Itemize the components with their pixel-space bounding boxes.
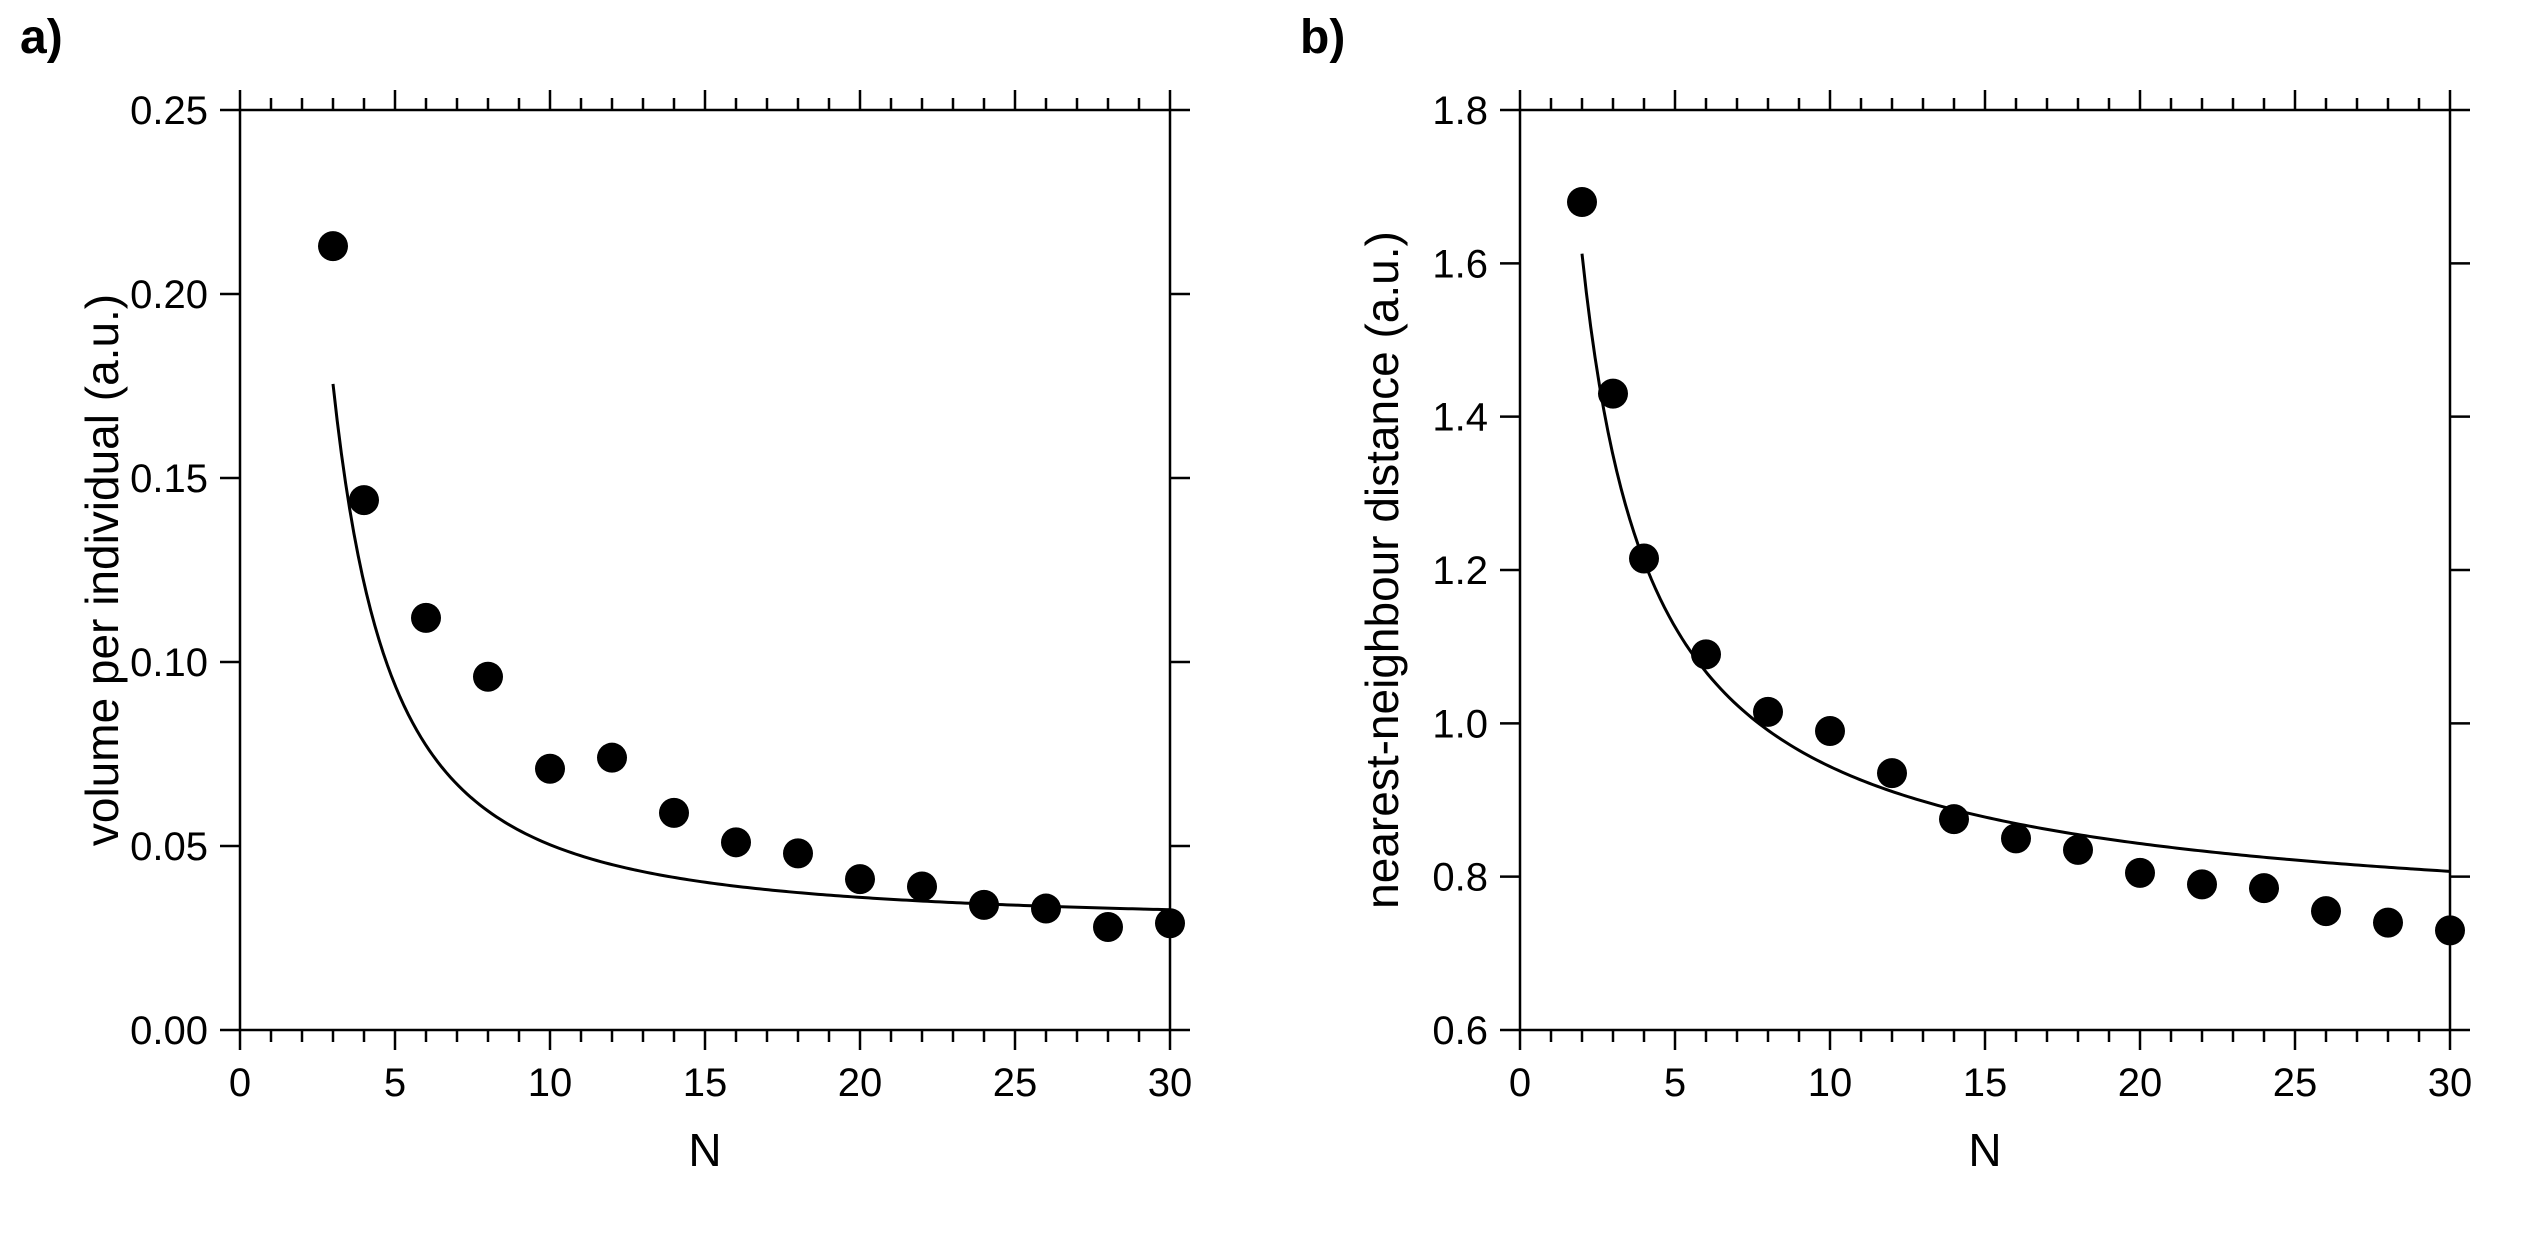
data-point xyxy=(2001,823,2031,853)
svg-text:0.6: 0.6 xyxy=(1432,1009,1488,1053)
data-point xyxy=(535,754,565,784)
panel-a: 0 5 10 15 20 25 30 0.00 0.05 0.10 0.15 0.20 0.25 Nvol… xyxy=(20,10,1230,1210)
data-point xyxy=(2311,896,2341,926)
svg-text:0.15: 0.15 xyxy=(130,457,208,501)
panel-b-plot: 0 5 10 15 20 25 30 0.6 0.8 1.0 1.2 1.4 1.6 1.8 Nneares… xyxy=(1300,10,2510,1210)
svg-text:25: 25 xyxy=(2273,1061,2318,1105)
data-point xyxy=(1567,187,1597,217)
data-point xyxy=(1093,912,1123,942)
data-point xyxy=(783,838,813,868)
svg-text:1.2: 1.2 xyxy=(1432,549,1488,593)
svg-text:15: 15 xyxy=(1963,1061,2008,1105)
data-point xyxy=(721,827,751,857)
svg-text:10: 10 xyxy=(1808,1061,1853,1105)
svg-text:1.4: 1.4 xyxy=(1432,396,1488,440)
svg-text:0.20: 0.20 xyxy=(130,273,208,317)
svg-text:5: 5 xyxy=(384,1061,406,1105)
data-point xyxy=(318,231,348,261)
svg-text:0.8: 0.8 xyxy=(1432,856,1488,900)
data-point xyxy=(2249,873,2279,903)
x-axis-label: N xyxy=(1968,1124,2001,1176)
svg-text:30: 30 xyxy=(2428,1061,2473,1105)
fit-curve xyxy=(1582,254,2450,872)
data-point xyxy=(2063,835,2093,865)
data-point xyxy=(969,890,999,920)
figure: a) 0510152025300.000.050.100.150.200.25N… xyxy=(0,0,2522,1235)
data-point xyxy=(2435,915,2465,945)
x-axis-label: N xyxy=(688,1124,721,1176)
data-point xyxy=(1877,758,1907,788)
y-axis-label: nearest-neighbour distance (a.u.) xyxy=(1356,231,1408,909)
y-axis-label: volume per individual (a.u.) xyxy=(76,294,128,846)
svg-text:0: 0 xyxy=(1509,1061,1531,1105)
data-point xyxy=(1939,804,1969,834)
data-point xyxy=(1815,716,1845,746)
data-point xyxy=(659,798,689,828)
svg-text:20: 20 xyxy=(838,1061,883,1105)
svg-text:20: 20 xyxy=(2118,1061,2163,1105)
svg-text:5: 5 xyxy=(1664,1061,1686,1105)
svg-text:0.25: 0.25 xyxy=(130,89,208,133)
svg-text:1.0: 1.0 xyxy=(1432,702,1488,746)
data-point xyxy=(1031,894,1061,924)
data-point xyxy=(411,603,441,633)
data-point xyxy=(1753,697,1783,727)
data-point xyxy=(907,871,937,901)
svg-text:0.10: 0.10 xyxy=(130,641,208,685)
data-point xyxy=(1155,908,1185,938)
data-point xyxy=(473,662,503,692)
panel-b: 0 5 10 15 20 25 30 0.6 0.8 1.0 1.2 1.4 1.6 1.8 Nneares… xyxy=(1300,10,2510,1210)
data-point xyxy=(2187,869,2217,899)
data-point xyxy=(1691,639,1721,669)
svg-text:0: 0 xyxy=(229,1061,251,1105)
svg-text:1.8: 1.8 xyxy=(1432,89,1488,133)
svg-text:0.00: 0.00 xyxy=(130,1009,208,1053)
data-point xyxy=(349,485,379,515)
data-point xyxy=(597,743,627,773)
svg-text:10: 10 xyxy=(528,1061,573,1105)
svg-text:15: 15 xyxy=(683,1061,728,1105)
data-point xyxy=(2373,908,2403,938)
data-point xyxy=(1629,544,1659,574)
data-point xyxy=(845,864,875,894)
svg-text:0.05: 0.05 xyxy=(130,825,208,869)
svg-text:30: 30 xyxy=(1148,1061,1193,1105)
data-point xyxy=(1598,379,1628,409)
svg-text:25: 25 xyxy=(993,1061,1038,1105)
data-point xyxy=(2125,858,2155,888)
fit-curve xyxy=(333,384,1170,910)
panel-a-plot: 0 5 10 15 20 25 30 0.00 0.05 0.10 0.15 0.20 0.25 Nvol… xyxy=(20,10,1230,1210)
svg-text:1.6: 1.6 xyxy=(1432,242,1488,286)
